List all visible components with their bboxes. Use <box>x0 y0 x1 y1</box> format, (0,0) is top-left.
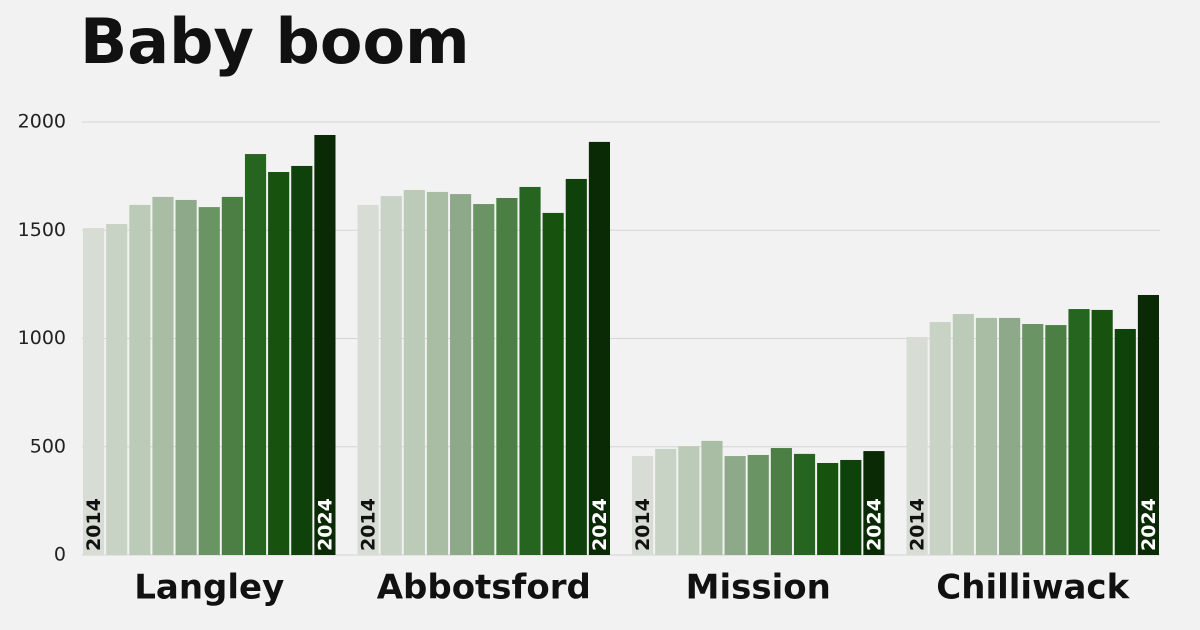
bar <box>863 451 885 555</box>
bar <box>655 448 677 555</box>
bar <box>426 191 449 555</box>
bar <box>221 196 243 555</box>
bar <box>724 456 746 555</box>
series-label: 2014 <box>632 498 654 551</box>
x-tick-label: Langley <box>134 568 284 608</box>
bar <box>83 228 105 555</box>
bar <box>175 199 197 555</box>
y-tick-label: 0 <box>54 544 66 566</box>
bar <box>701 440 723 555</box>
bar <box>999 317 1021 555</box>
bar <box>906 336 928 555</box>
series-label: 2024 <box>314 498 336 551</box>
bar <box>152 196 174 555</box>
bar <box>1068 309 1090 555</box>
bar <box>770 448 792 555</box>
bar <box>1022 323 1044 555</box>
bar <box>1045 325 1067 555</box>
bar <box>840 459 862 555</box>
bar <box>519 186 541 555</box>
bar <box>747 454 769 555</box>
series-label: 2024 <box>589 498 611 551</box>
bar <box>1091 309 1113 555</box>
bar <box>542 212 564 555</box>
bar <box>632 456 654 555</box>
bar <box>291 165 313 555</box>
series-label: 2024 <box>863 498 885 551</box>
series-label: 2014 <box>907 498 929 551</box>
bar <box>678 446 700 555</box>
bar <box>129 204 151 555</box>
x-tick-label: Chilliwack <box>936 568 1130 608</box>
y-tick-label: 500 <box>30 435 66 457</box>
bar <box>198 207 220 555</box>
series-label: 2014 <box>358 498 380 551</box>
bar <box>975 317 998 555</box>
y-tick-label: 1500 <box>18 219 66 241</box>
bar <box>496 197 518 555</box>
bar <box>106 223 128 555</box>
bar <box>952 314 974 555</box>
bar <box>929 322 951 555</box>
bar <box>314 134 336 556</box>
bar <box>268 172 290 555</box>
chart-title: Baby boom <box>80 5 470 78</box>
y-tick-label: 1000 <box>18 327 66 349</box>
bar <box>588 141 610 555</box>
bar <box>1137 294 1159 555</box>
y-tick-label: 2000 <box>18 111 66 133</box>
bar <box>565 178 587 555</box>
series-label: 2024 <box>1138 498 1160 551</box>
bar <box>357 204 379 555</box>
bar <box>450 194 472 556</box>
bar <box>380 196 402 555</box>
x-tick-label: Abbotsford <box>377 568 591 608</box>
bar <box>793 453 816 555</box>
series-label: 2014 <box>83 498 105 551</box>
bar <box>403 189 425 555</box>
x-tick-label: Mission <box>686 568 831 608</box>
bar <box>1114 328 1136 555</box>
bar <box>473 204 495 555</box>
bar <box>817 462 839 555</box>
bar <box>244 154 267 556</box>
